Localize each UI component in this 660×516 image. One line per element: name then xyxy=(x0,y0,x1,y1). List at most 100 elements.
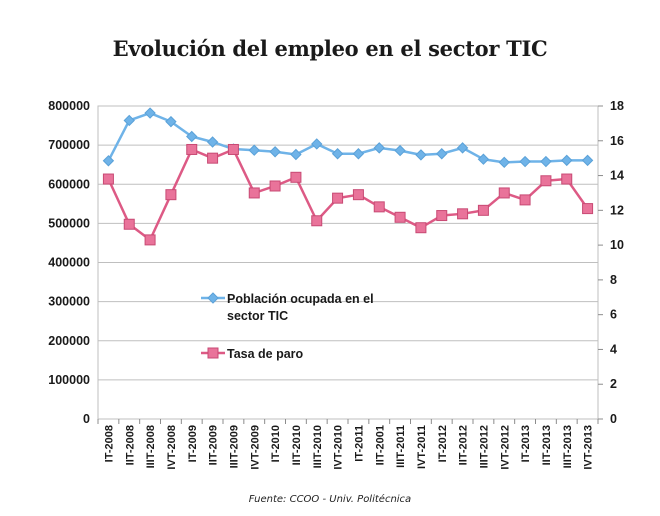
right-tick-label: 14 xyxy=(610,169,624,183)
data-point xyxy=(290,148,302,161)
source-note: Fuente: CCOO - Univ. Politécnica xyxy=(248,494,412,505)
series-tasa-paro xyxy=(102,143,594,246)
x-tick-label: IT-2012 xyxy=(437,425,449,462)
data-point xyxy=(540,175,552,187)
left-tick-label: 0 xyxy=(83,412,90,426)
legend-item-poblacion: Población ocupada en el sector TIC xyxy=(201,292,374,323)
data-point xyxy=(248,144,260,156)
data-point xyxy=(269,146,281,158)
legend-label-poblacion-line1: Población ocupada en el xyxy=(227,292,374,306)
data-point xyxy=(498,187,510,199)
right-tick-label: 16 xyxy=(610,134,624,148)
series-poblacion xyxy=(102,107,594,169)
right-tick-label: 8 xyxy=(610,273,617,287)
right-axis-ticks: 0 2 4 6 8 10 12 14 16 18 xyxy=(598,99,624,426)
data-point xyxy=(373,201,385,213)
left-tick-label: 300000 xyxy=(48,295,90,309)
data-point xyxy=(123,218,135,230)
data-point xyxy=(165,189,177,201)
x-tick-label: IVT-2012 xyxy=(499,425,511,470)
data-point xyxy=(436,148,448,160)
x-tick-label: IIT-2012 xyxy=(458,425,470,465)
right-tick-label: 2 xyxy=(610,377,617,391)
data-point xyxy=(582,203,594,215)
x-tick-label: IT-2008 xyxy=(103,425,115,462)
x-tick-label: IIIT-2009 xyxy=(228,425,240,468)
grid-lines xyxy=(98,105,598,381)
legend-label-poblacion-line2: sector TIC xyxy=(227,309,288,323)
x-tick-label: IT-2011 xyxy=(353,425,365,462)
data-point xyxy=(311,215,323,227)
data-point xyxy=(498,156,510,169)
data-point xyxy=(144,234,156,246)
data-point xyxy=(331,148,344,160)
x-tick-label: IIT-2008 xyxy=(124,425,136,465)
left-tick-label: 600000 xyxy=(48,177,90,191)
data-point xyxy=(186,143,198,155)
left-tick-label: 200000 xyxy=(48,334,90,348)
data-point xyxy=(436,210,448,222)
x-tick-label: IIIT-2008 xyxy=(145,425,157,468)
data-point xyxy=(457,208,469,220)
data-point xyxy=(269,180,281,192)
data-point xyxy=(415,222,427,234)
data-point xyxy=(123,114,135,127)
legend-item-tasa-paro: Tasa de paro xyxy=(201,347,304,361)
right-tick-label: 10 xyxy=(610,238,624,252)
x-tick-label: IIIT-2013 xyxy=(562,425,574,468)
left-axis-ticks: 0 100000 200000 300000 400000 500000 600000 700… xyxy=(48,99,90,426)
left-tick-label: 400000 xyxy=(48,256,90,270)
data-point xyxy=(352,189,364,201)
data-point xyxy=(540,155,552,168)
data-point xyxy=(477,204,489,216)
x-tick-label: IIT-2013 xyxy=(541,425,553,465)
data-point xyxy=(561,173,573,185)
x-tick-label: IIT-2010 xyxy=(291,425,303,465)
x-tick-label: IVT-2011 xyxy=(416,425,428,469)
x-tick-label: IVT-2008 xyxy=(166,425,178,470)
data-point xyxy=(394,144,406,157)
data-point xyxy=(519,194,531,206)
data-point xyxy=(186,130,198,143)
left-tick-label: 100000 xyxy=(48,373,90,387)
data-point xyxy=(144,107,156,119)
data-point xyxy=(311,138,323,150)
right-tick-label: 12 xyxy=(610,203,624,217)
data-point xyxy=(207,152,219,164)
x-axis-ticks: IT-2008 IIT-2008 IIIT-2008 IVT-2008 IT-2009 I… xyxy=(97,419,599,470)
chart-title: Evolución del empleo en el sector TIC xyxy=(112,36,548,61)
data-point xyxy=(227,143,239,155)
data-point xyxy=(332,192,344,204)
x-tick-label: IT-2013 xyxy=(520,425,532,462)
right-tick-label: 6 xyxy=(610,308,617,322)
data-point xyxy=(102,173,114,185)
data-point xyxy=(561,154,573,167)
data-point xyxy=(102,155,115,167)
x-tick-label: IIIT-2010 xyxy=(312,425,324,468)
data-point xyxy=(290,171,302,183)
right-tick-label: 4 xyxy=(610,342,617,356)
x-tick-label: IVT-2009 xyxy=(249,425,261,470)
x-tick-label: IIIT-2011 xyxy=(395,425,407,468)
series-layer xyxy=(102,107,594,246)
x-tick-label: IVT-2010 xyxy=(333,425,345,470)
left-tick-label: 800000 xyxy=(48,99,90,113)
data-point xyxy=(456,142,469,154)
legend: Población ocupada en el sector TIC Tasa … xyxy=(201,292,374,361)
x-tick-label: IIT-2009 xyxy=(208,425,220,465)
left-tick-label: 500000 xyxy=(48,216,90,230)
series-line xyxy=(107,111,588,164)
legend-label-tasa-paro: Tasa de paro xyxy=(227,347,304,361)
data-point xyxy=(352,148,365,160)
right-tick-label: 0 xyxy=(610,412,617,426)
data-point xyxy=(165,115,177,128)
x-tick-label: IT-2009 xyxy=(187,425,199,462)
data-point xyxy=(477,153,490,165)
data-point xyxy=(206,136,219,148)
data-point xyxy=(394,211,406,223)
x-tick-label: IIIT-2012 xyxy=(478,425,490,468)
x-tick-label: IT-2010 xyxy=(270,425,282,462)
data-point xyxy=(581,154,594,167)
data-point xyxy=(519,155,531,168)
